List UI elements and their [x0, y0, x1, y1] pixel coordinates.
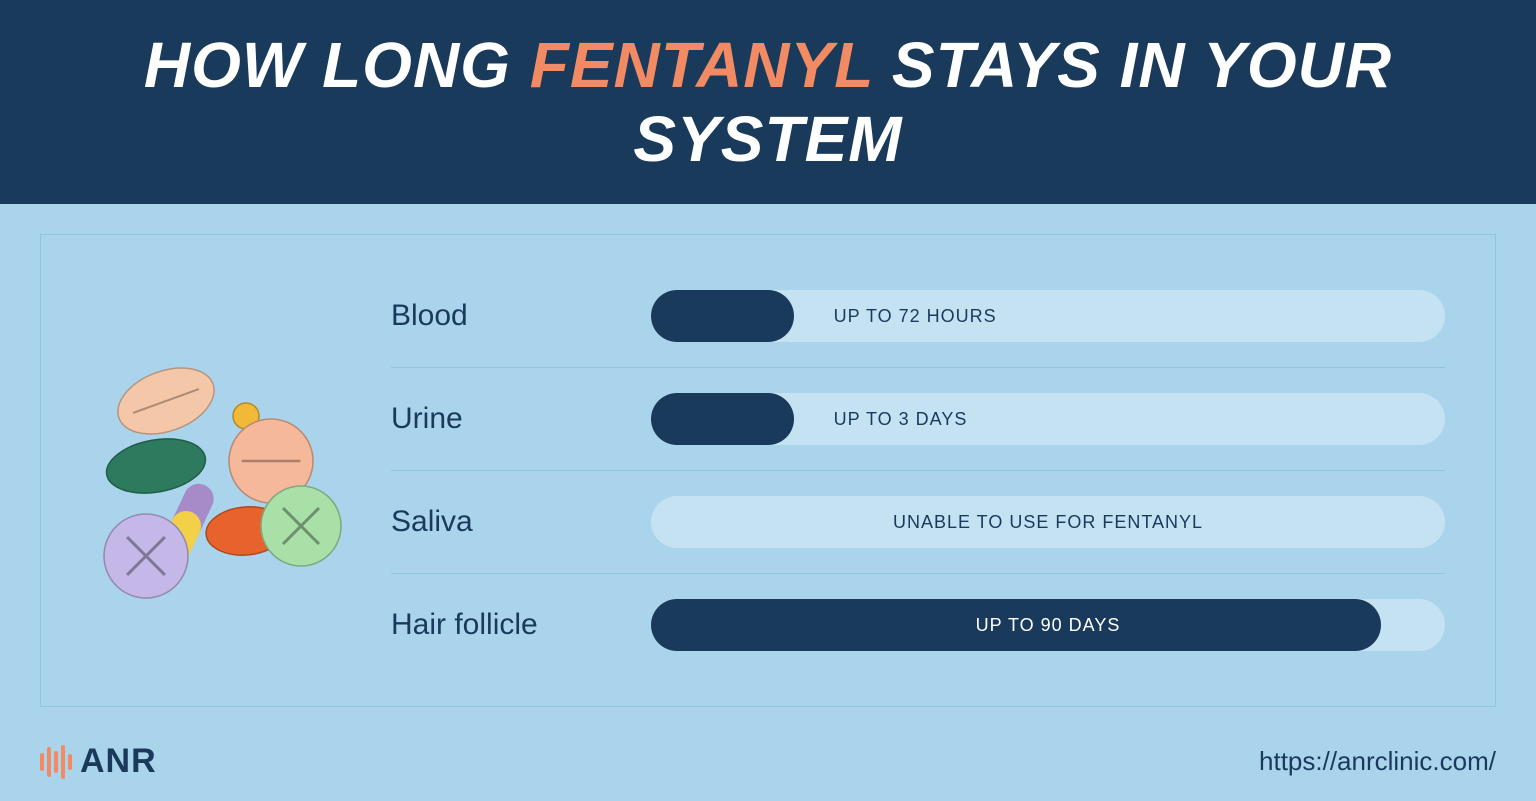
- title-pre: HOW LONG: [144, 29, 530, 101]
- logo-mark-icon: [40, 745, 72, 779]
- bar-track: UP TO 90 DAYS: [651, 599, 1445, 651]
- bar-text: UP TO 72 HOURS: [651, 306, 1445, 327]
- logo-text: ANR: [80, 742, 157, 781]
- logo-bar-segment: [54, 751, 58, 773]
- footer: ANR https://anrclinic.com/: [40, 742, 1496, 781]
- row-label: Urine: [391, 402, 651, 436]
- detection-rows: BloodUP TO 72 HOURSUrineUP TO 3 DAYSSali…: [391, 265, 1445, 676]
- source-url: https://anrclinic.com/: [1259, 746, 1496, 777]
- info-panel: BloodUP TO 72 HOURSUrineUP TO 3 DAYSSali…: [40, 234, 1496, 707]
- content-area: BloodUP TO 72 HOURSUrineUP TO 3 DAYSSali…: [0, 204, 1536, 801]
- row-label: Blood: [391, 299, 651, 333]
- row-label: Saliva: [391, 505, 651, 539]
- detection-row: Hair follicleUP TO 90 DAYS: [391, 574, 1445, 676]
- row-label: Hair follicle: [391, 608, 651, 642]
- detection-row: BloodUP TO 72 HOURS: [391, 265, 1445, 368]
- pills-illustration: [71, 331, 351, 611]
- logo-bar-segment: [68, 754, 72, 770]
- bar-track: UP TO 3 DAYS: [651, 393, 1445, 445]
- title-highlight: FENTANYL: [530, 29, 873, 101]
- logo-bar-segment: [61, 745, 65, 779]
- detection-row: SalivaUNABLE TO USE FOR FENTANYL: [391, 471, 1445, 574]
- detection-row: UrineUP TO 3 DAYS: [391, 368, 1445, 471]
- logo-bar-segment: [47, 747, 51, 777]
- logo-bar-segment: [40, 753, 44, 771]
- bar-text: UP TO 90 DAYS: [651, 615, 1445, 636]
- bar-track: UP TO 72 HOURS: [651, 290, 1445, 342]
- header-banner: HOW LONG FENTANYL STAYS IN YOUR SYSTEM: [0, 0, 1536, 204]
- brand-logo: ANR: [40, 742, 157, 781]
- bar-text: UP TO 3 DAYS: [651, 409, 1445, 430]
- page-title: HOW LONG FENTANYL STAYS IN YOUR SYSTEM: [40, 28, 1496, 176]
- bar-text: UNABLE TO USE FOR FENTANYL: [651, 512, 1445, 533]
- bar-track: UNABLE TO USE FOR FENTANYL: [651, 496, 1445, 548]
